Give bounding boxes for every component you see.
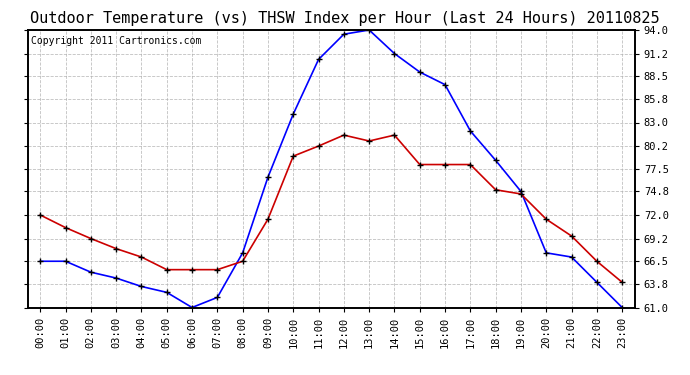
Text: Outdoor Temperature (vs) THSW Index per Hour (Last 24 Hours) 20110825: Outdoor Temperature (vs) THSW Index per … xyxy=(30,11,660,26)
Text: Copyright 2011 Cartronics.com: Copyright 2011 Cartronics.com xyxy=(30,36,201,45)
